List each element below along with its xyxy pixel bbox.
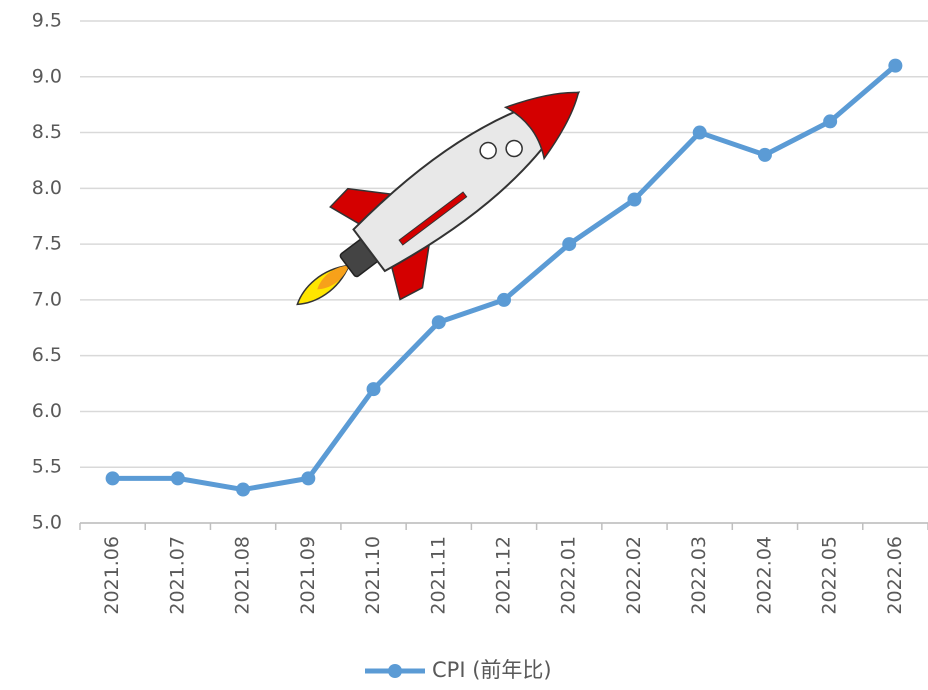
data-point [105, 471, 120, 486]
data-point [301, 471, 316, 486]
y-tick-label: 6.0 [32, 400, 62, 422]
data-point [497, 292, 511, 307]
x-tick-label: 2022.01 [558, 536, 580, 615]
data-point [236, 482, 251, 497]
y-tick-label: 7.0 [32, 288, 62, 310]
x-tick-label: 2022.02 [623, 536, 645, 615]
x-tick-label: 2021.06 [101, 536, 123, 615]
x-tick-label: 2021.07 [166, 536, 188, 615]
data-point [170, 471, 185, 486]
y-tick-label: 6.5 [32, 344, 62, 366]
y-tick-label: 5.0 [32, 512, 62, 534]
data-point [627, 192, 642, 207]
x-tick-label: 2021.10 [362, 536, 384, 615]
data-point [888, 58, 903, 73]
rocket-illustration [296, 91, 581, 306]
y-tick-label: 7.5 [32, 233, 62, 255]
x-tick-label: 2021.09 [297, 536, 319, 615]
x-tick-label: 2022.03 [688, 536, 710, 615]
y-tick-label: 9.5 [32, 10, 62, 32]
y-tick-label: 5.5 [32, 456, 62, 478]
y-tick-label: 8.0 [32, 177, 62, 199]
x-tick-label: 2021.08 [232, 536, 254, 615]
legend-marker [388, 664, 402, 678]
data-point [431, 315, 446, 330]
x-tick-label: 2021.11 [427, 536, 449, 615]
data-point [823, 114, 838, 129]
data-point [692, 125, 707, 140]
data-point [757, 147, 772, 162]
y-tick-label: 8.5 [32, 121, 62, 143]
plot-area: 5.0 5.5 6.0 6.5 7.0 7.5 8.0 8.5 9.0 9.5 2021.06 202… [32, 10, 928, 682]
x-tick-label: 2021.12 [493, 536, 515, 615]
x-tick-label: 2022.04 [753, 536, 775, 615]
y-tick-label: 9.0 [32, 65, 62, 87]
data-point [562, 237, 577, 252]
legend-label: CPI (前年比) [432, 658, 552, 682]
x-tick-label: 2022.05 [819, 536, 841, 615]
x-tick-label: 2022.06 [884, 536, 906, 615]
data-point [366, 382, 381, 397]
